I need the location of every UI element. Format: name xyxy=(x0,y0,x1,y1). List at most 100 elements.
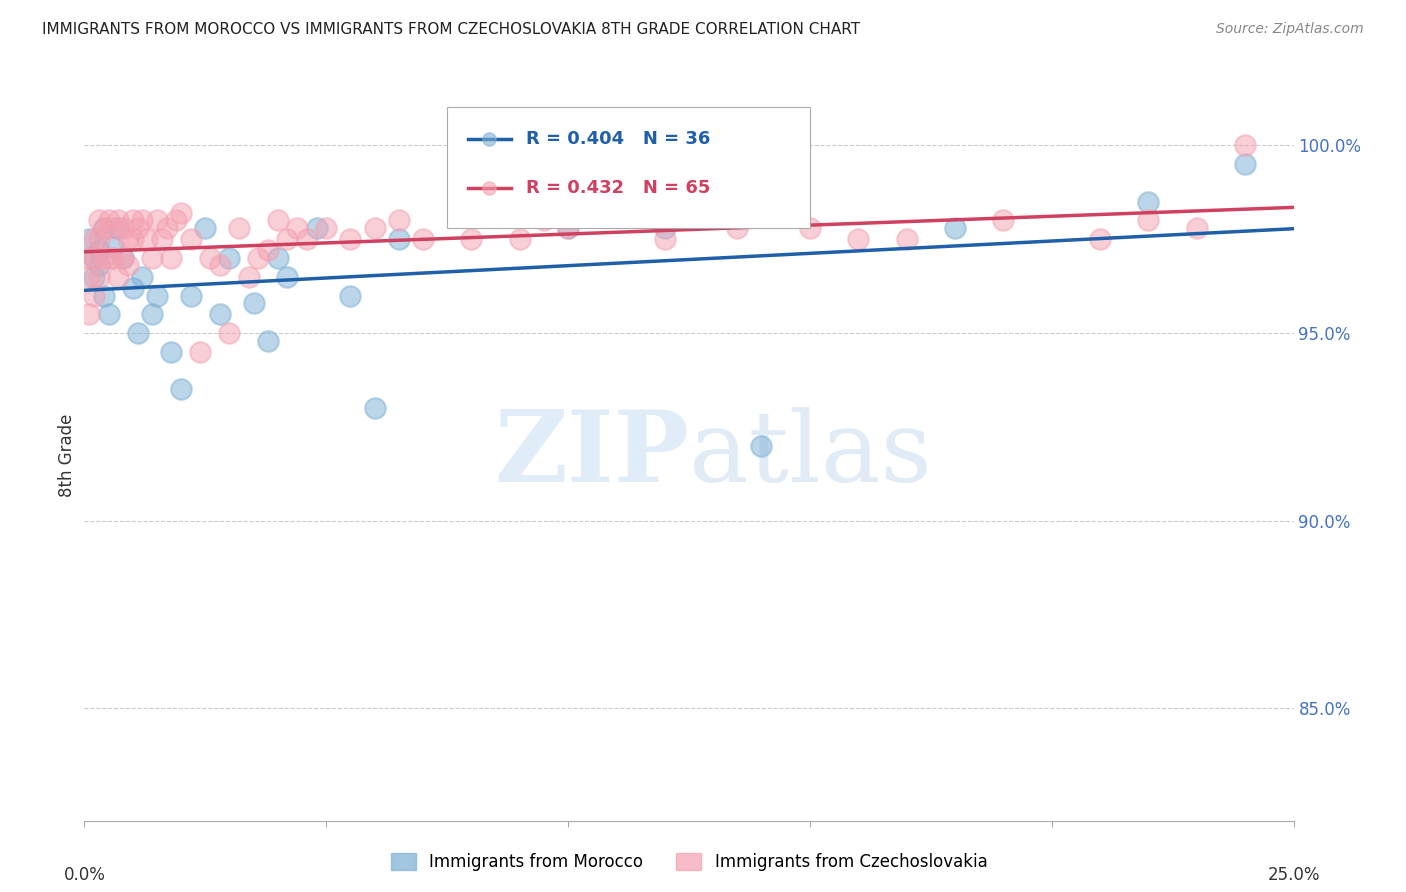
Point xyxy=(141,307,163,321)
Point xyxy=(127,221,149,235)
Point xyxy=(751,438,773,452)
Point xyxy=(180,232,202,246)
Point xyxy=(77,232,100,246)
Point xyxy=(117,259,139,273)
Point xyxy=(121,213,143,227)
Point xyxy=(165,213,187,227)
Point xyxy=(83,269,105,284)
Text: R = 0.432   N = 65: R = 0.432 N = 65 xyxy=(526,179,710,197)
Point xyxy=(170,382,193,396)
Legend: Immigrants from Morocco, Immigrants from Czechoslovakia: Immigrants from Morocco, Immigrants from… xyxy=(384,847,994,878)
Point xyxy=(77,251,100,265)
Point xyxy=(208,307,231,321)
Point xyxy=(97,307,120,321)
Point xyxy=(127,326,149,340)
Point xyxy=(1088,232,1111,246)
Point xyxy=(238,269,260,284)
Point xyxy=(77,269,100,284)
Text: Source: ZipAtlas.com: Source: ZipAtlas.com xyxy=(1216,22,1364,37)
Point xyxy=(146,288,169,302)
Point xyxy=(896,232,918,246)
Point xyxy=(247,251,270,265)
Point xyxy=(121,281,143,295)
Point xyxy=(83,251,105,265)
Point xyxy=(228,221,250,235)
Point xyxy=(93,251,115,265)
Point xyxy=(180,288,202,302)
Point xyxy=(725,221,748,235)
Point xyxy=(943,221,966,235)
Point xyxy=(146,213,169,227)
Point xyxy=(112,251,135,265)
Point xyxy=(97,251,120,265)
Point xyxy=(103,251,125,265)
Point xyxy=(93,221,115,235)
Point xyxy=(87,269,110,284)
Text: ZIP: ZIP xyxy=(494,407,689,503)
Point xyxy=(846,232,869,246)
Point xyxy=(993,213,1015,227)
Point xyxy=(388,232,411,246)
Point xyxy=(654,232,676,246)
Point xyxy=(315,221,337,235)
Point xyxy=(121,232,143,246)
Point xyxy=(1137,194,1160,209)
Point xyxy=(654,221,676,235)
Point xyxy=(276,232,298,246)
Point xyxy=(83,232,105,246)
Point xyxy=(103,221,125,235)
Point xyxy=(509,232,531,246)
Point xyxy=(107,213,129,227)
Point xyxy=(339,288,361,302)
Y-axis label: 8th Grade: 8th Grade xyxy=(58,413,76,497)
Point xyxy=(87,244,110,258)
Point xyxy=(141,251,163,265)
Point xyxy=(117,232,139,246)
Point xyxy=(198,251,221,265)
Point xyxy=(557,221,579,235)
Point xyxy=(170,206,193,220)
Point xyxy=(363,401,385,415)
Point xyxy=(194,221,217,235)
Point xyxy=(87,232,110,246)
Text: 25.0%: 25.0% xyxy=(1267,865,1320,884)
Point xyxy=(131,213,153,227)
Point xyxy=(160,251,183,265)
Point xyxy=(799,221,821,235)
Point xyxy=(87,213,110,227)
FancyBboxPatch shape xyxy=(447,108,810,228)
Text: 0.0%: 0.0% xyxy=(63,865,105,884)
Point xyxy=(155,221,177,235)
Point xyxy=(218,326,240,340)
Text: IMMIGRANTS FROM MOROCCO VS IMMIGRANTS FROM CZECHOSLOVAKIA 8TH GRADE CORRELATION : IMMIGRANTS FROM MOROCCO VS IMMIGRANTS FR… xyxy=(42,22,860,37)
Point xyxy=(257,244,280,258)
Point xyxy=(107,221,129,235)
Point xyxy=(150,232,173,246)
Point xyxy=(242,296,264,310)
Point xyxy=(460,232,482,246)
Point xyxy=(136,232,159,246)
Point xyxy=(83,288,105,302)
Point xyxy=(276,269,298,284)
Point xyxy=(103,240,125,254)
Point xyxy=(412,232,434,246)
Point xyxy=(285,221,308,235)
Point xyxy=(339,232,361,246)
Point xyxy=(77,307,100,321)
Point xyxy=(388,213,411,227)
Point xyxy=(112,221,135,235)
Text: atlas: atlas xyxy=(689,407,932,503)
Point xyxy=(107,269,129,284)
Point xyxy=(97,213,120,227)
Point xyxy=(208,259,231,273)
Point xyxy=(305,221,328,235)
Point xyxy=(218,251,240,265)
Point xyxy=(1234,157,1257,171)
Point xyxy=(87,259,110,273)
Point xyxy=(112,251,135,265)
Point xyxy=(93,288,115,302)
Point xyxy=(1185,221,1208,235)
Point xyxy=(557,221,579,235)
Text: R = 0.404   N = 36: R = 0.404 N = 36 xyxy=(526,130,710,148)
Point xyxy=(190,344,212,359)
